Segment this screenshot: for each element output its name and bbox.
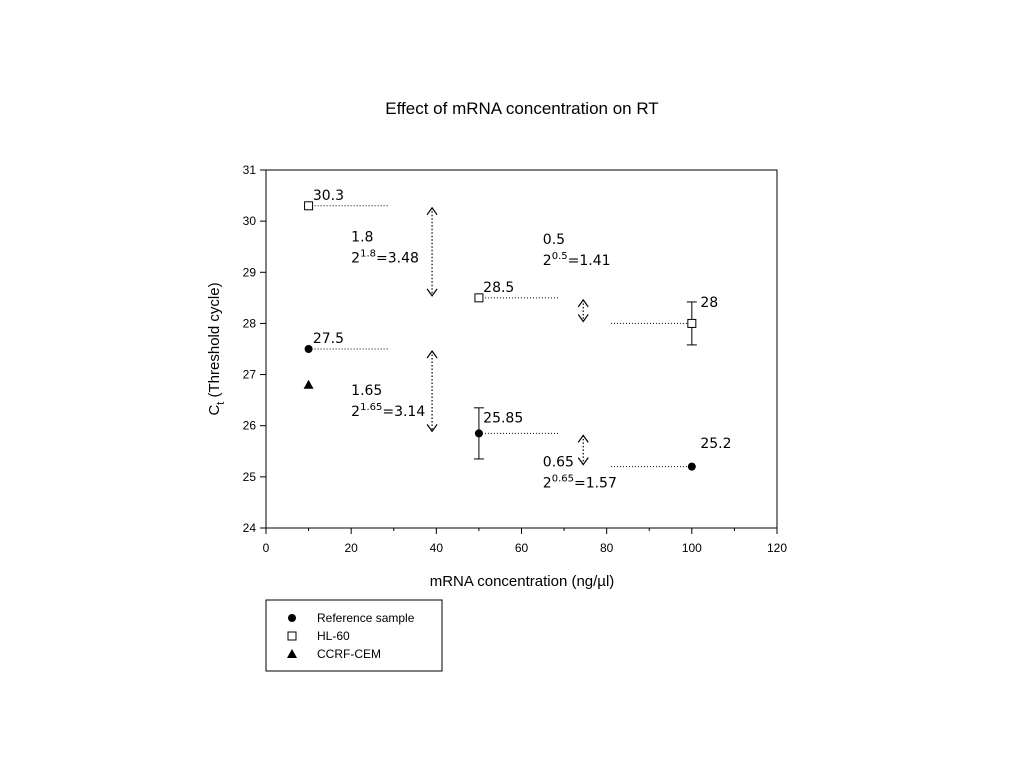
point-value-label: 28.5 — [483, 280, 514, 296]
difference-arrow-head-down — [426, 288, 438, 297]
difference-arrow-head-up — [577, 434, 589, 443]
difference-arrow-head-up — [426, 206, 438, 216]
annotation-delta: 1.65 — [351, 383, 382, 399]
y-tick-label: 31 — [243, 163, 257, 177]
y-tick-label: 26 — [243, 419, 257, 433]
annotation-fold-change: 20.65=1.57 — [543, 474, 617, 492]
axes: 0 20 40 60 80 100 120 24 25 26 27 28 29 30 31 — [243, 163, 788, 555]
difference-arrow-head-down — [577, 457, 589, 466]
x-tick-label: 0 — [263, 541, 270, 555]
y-tick-label: 27 — [243, 368, 257, 382]
y-axis-label: Ct (Threshold cycle) — [206, 282, 227, 415]
point-labels: 30.3 28.5 28 27.5 25.85 25.2 — [313, 188, 732, 452]
y-tick-label: 28 — [243, 316, 257, 330]
y-axis-label-main: C — [206, 405, 223, 416]
point-value-label: 25.85 — [483, 410, 523, 426]
legend-marker — [287, 631, 297, 641]
legend-marker — [287, 649, 297, 658]
data-point-hl-60 — [304, 201, 314, 211]
y-axis-label-subscript: t — [215, 402, 227, 405]
legend-box — [265, 599, 443, 672]
annotation-fold-change: 21.8=3.48 — [351, 249, 419, 267]
y-tick-label: 25 — [243, 470, 257, 484]
y-tick-label: 30 — [243, 214, 257, 228]
annotation-delta: 0.5 — [543, 232, 565, 248]
annotation-fold-change: 20.5=1.41 — [543, 251, 611, 269]
x-tick-label: 120 — [767, 541, 787, 555]
data-point-hl-60 — [687, 318, 697, 328]
legend-label: CCRF-CEM — [317, 647, 381, 661]
y-tick-label: 24 — [243, 521, 257, 535]
legend-label: Reference sample — [317, 611, 415, 625]
point-value-label: 25.2 — [700, 436, 731, 452]
x-axis-label: mRNA concentration (ng/µl) — [430, 573, 615, 590]
x-tick-label: 80 — [600, 541, 614, 555]
point-value-label: 30.3 — [313, 188, 344, 204]
difference-arrows — [426, 206, 589, 466]
data-point-ccrf-cem — [303, 379, 314, 389]
difference-annotations: 1.8 21.8=3.48 0.5 20.5=1.41 1.65 21.65=3.14 0.… — [351, 230, 617, 492]
x-tick-label: 100 — [682, 541, 702, 555]
x-tick-label: 20 — [344, 541, 358, 555]
annotation-delta: 1.8 — [351, 230, 373, 246]
data-points — [303, 201, 697, 471]
difference-arrow-head-up — [426, 349, 438, 359]
difference-arrow-head-up — [577, 298, 589, 308]
data-point-reference-sample — [474, 429, 483, 438]
annotation-fold-change: 21.65=3.14 — [351, 402, 425, 420]
data-point-hl-60 — [474, 293, 484, 303]
x-tick-label: 40 — [430, 541, 444, 555]
point-value-label: 27.5 — [313, 331, 344, 347]
legend: Reference sample HL-60 CCRF-CEM — [265, 599, 443, 672]
x-tick-label: 60 — [515, 541, 529, 555]
point-value-label: 28 — [700, 295, 718, 311]
legend-marker — [288, 614, 296, 622]
y-axis-label-rest: (Threshold cycle) — [206, 282, 223, 401]
chart-title: Effect of mRNA concentration on RT — [385, 99, 658, 118]
data-point-reference-sample — [687, 462, 696, 471]
data-point-reference-sample — [304, 345, 313, 353]
annotation-delta: 0.65 — [543, 455, 574, 471]
plot-area — [265, 169, 778, 529]
difference-arrow-head-down — [426, 424, 438, 433]
y-tick-label: 29 — [243, 265, 257, 279]
legend-label: HL-60 — [317, 629, 350, 643]
difference-arrow-head-down — [577, 314, 589, 323]
error-bars — [473, 301, 697, 460]
